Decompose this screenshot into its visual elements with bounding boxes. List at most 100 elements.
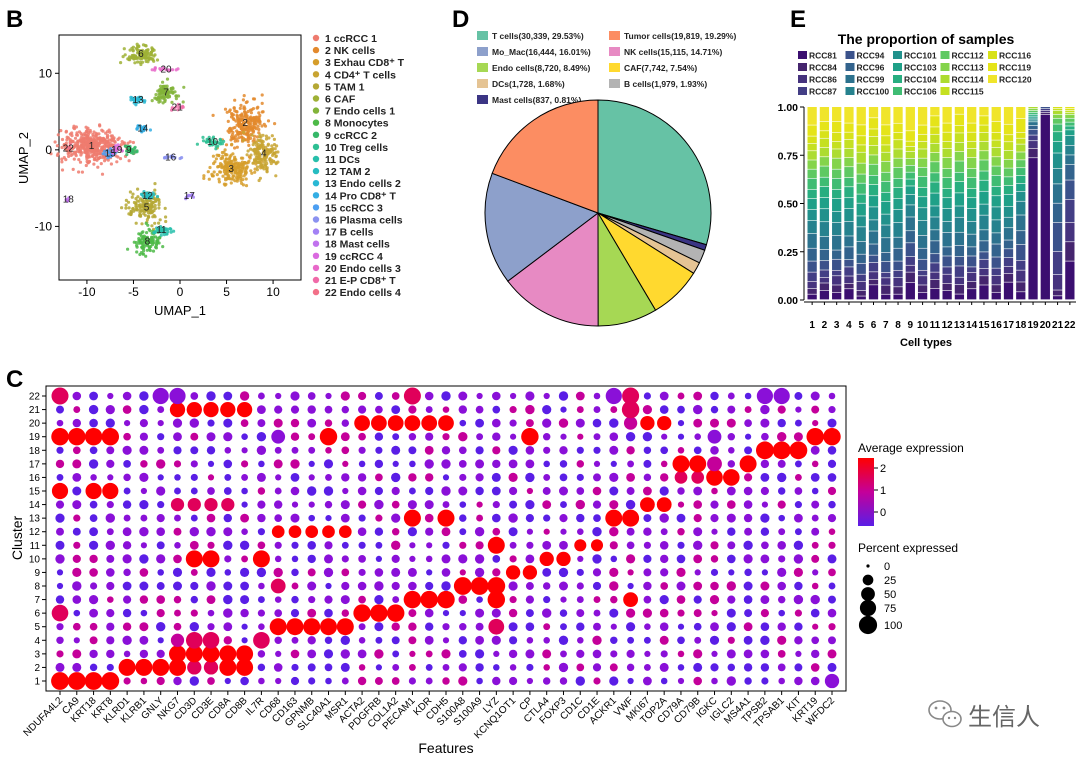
dot xyxy=(542,540,552,550)
umap-point xyxy=(176,94,181,98)
dot xyxy=(273,567,283,578)
umap-point xyxy=(255,168,259,172)
dot xyxy=(72,595,82,604)
dot xyxy=(710,391,719,401)
umap-point xyxy=(55,153,60,157)
dot xyxy=(72,391,82,401)
dot xyxy=(425,486,434,496)
dot xyxy=(693,554,703,564)
umap-point xyxy=(253,170,257,174)
proportion-segment xyxy=(893,132,903,140)
dot xyxy=(593,460,601,467)
dot xyxy=(190,568,198,576)
umap-point xyxy=(124,198,128,202)
dot xyxy=(593,514,601,522)
proportion-segment xyxy=(881,252,891,262)
dot xyxy=(357,473,367,482)
proportion-segment xyxy=(979,268,989,276)
dot xyxy=(593,433,601,441)
dot xyxy=(90,582,98,590)
dot xyxy=(778,514,785,522)
dot xyxy=(308,677,316,685)
dot xyxy=(403,509,421,527)
proportion-bar-11 xyxy=(930,107,940,300)
dot xyxy=(509,676,518,686)
umap-point xyxy=(212,138,216,143)
dot xyxy=(778,528,786,536)
umap-point xyxy=(252,141,256,145)
dot xyxy=(677,420,685,427)
dot xyxy=(476,596,483,603)
proportion-segment xyxy=(1003,177,1014,186)
proportion-segment xyxy=(807,151,817,160)
dot xyxy=(291,663,299,671)
dot xyxy=(425,663,433,671)
proportion-segment xyxy=(942,267,952,274)
umap-point xyxy=(92,158,96,162)
proportion-segment xyxy=(967,168,977,178)
umap-legend-label: 11 DCs xyxy=(325,154,360,166)
dot xyxy=(526,677,534,685)
umap-point xyxy=(150,47,154,51)
proportion-segment xyxy=(917,197,928,208)
umap-point xyxy=(153,182,157,186)
umap-point xyxy=(182,85,186,89)
proportion-segment xyxy=(942,290,952,300)
umap-point xyxy=(157,89,161,93)
umap-point xyxy=(171,86,175,90)
panel-letter-b: B xyxy=(6,6,23,33)
dot xyxy=(207,419,215,427)
proportion-bar-13 xyxy=(954,107,965,300)
dot xyxy=(707,456,722,472)
proportion-segment xyxy=(1040,112,1050,115)
dot xyxy=(56,473,64,481)
dot xyxy=(525,459,535,469)
umap-point xyxy=(93,138,97,142)
dot xyxy=(542,567,552,577)
size-legend-dot xyxy=(861,587,875,601)
proportion-bar-2 xyxy=(819,107,830,300)
dot xyxy=(258,582,265,590)
dot xyxy=(677,623,685,630)
dot xyxy=(56,419,64,427)
umap-point xyxy=(66,152,70,156)
umap-legend-swatch xyxy=(312,46,320,54)
dot xyxy=(257,528,265,536)
proportion-segment xyxy=(1052,114,1063,118)
umap-y-tick-label: 0 xyxy=(45,143,52,157)
dot xyxy=(521,427,539,446)
dot xyxy=(811,527,820,536)
dot xyxy=(743,513,753,523)
dot xyxy=(575,418,585,428)
dot xyxy=(794,636,803,645)
dot xyxy=(224,473,232,481)
dot xyxy=(659,513,669,523)
umap-point xyxy=(91,145,95,149)
umap-legend-swatch xyxy=(312,95,320,102)
dot xyxy=(122,527,132,537)
umap-point xyxy=(261,165,265,169)
umap-point xyxy=(140,241,144,245)
dot xyxy=(727,405,736,414)
umap-point xyxy=(93,149,97,153)
umap-legend-label: 9 ccRCC 2 xyxy=(325,130,377,142)
proportion-legend-label: RCC115 xyxy=(952,87,984,97)
dot xyxy=(676,595,686,604)
dot xyxy=(711,650,718,658)
dot xyxy=(576,596,584,604)
dot xyxy=(307,554,316,564)
proportion-segment xyxy=(819,138,830,148)
proportion-legend-swatch xyxy=(940,87,950,95)
dot xyxy=(810,445,820,455)
umap-point xyxy=(87,143,91,147)
proportion-segment xyxy=(893,198,903,210)
dot xyxy=(307,486,317,496)
dot xyxy=(102,482,119,500)
dot xyxy=(760,459,770,469)
dot xyxy=(358,555,366,563)
umap-cluster-label: 11 xyxy=(156,225,167,236)
proportion-segment xyxy=(819,270,830,278)
dot xyxy=(475,663,484,672)
dot xyxy=(375,446,383,454)
proportion-legend-swatch xyxy=(845,75,855,83)
